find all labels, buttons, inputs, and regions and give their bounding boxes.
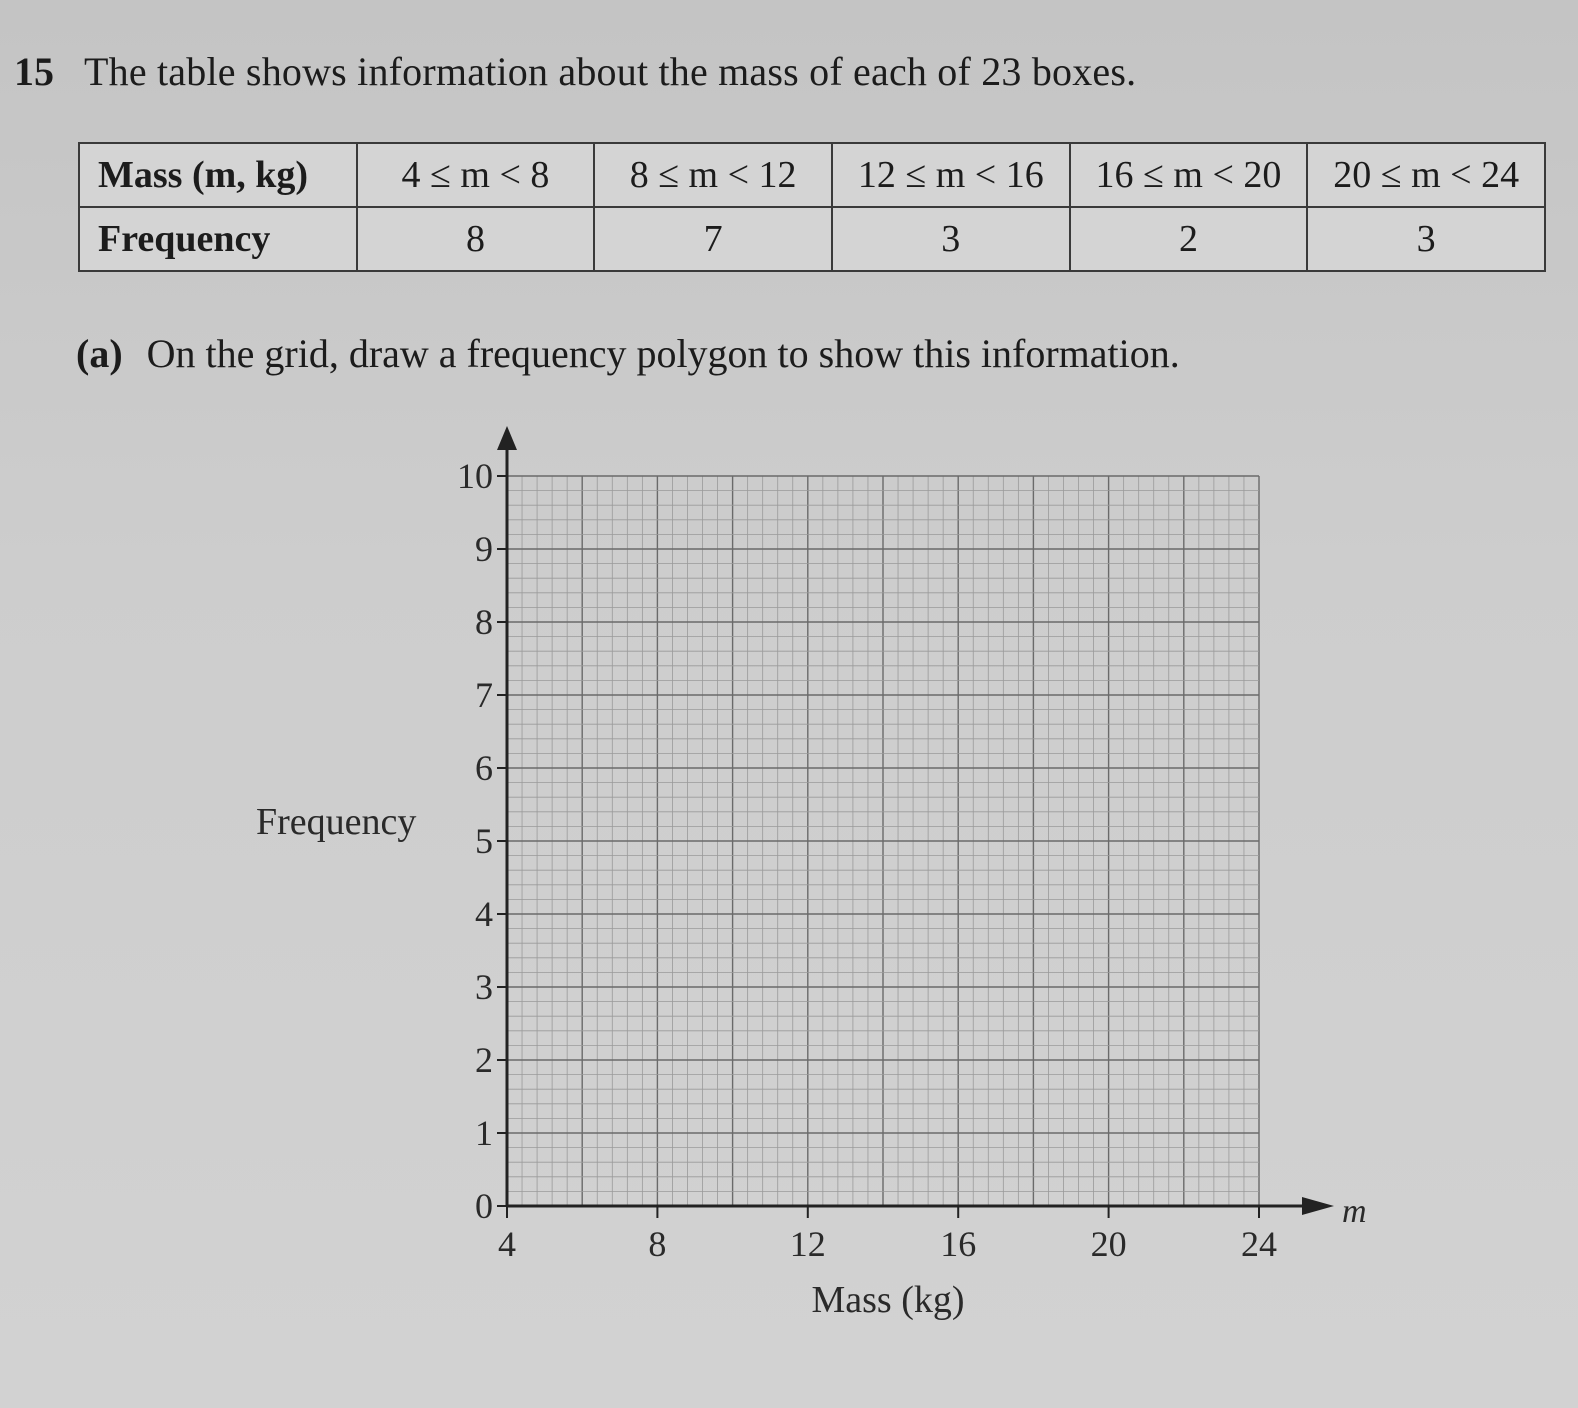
x-axis-arrow-icon: [1302, 1197, 1334, 1215]
grid-lines: [506, 475, 1260, 1207]
x-tick-label: 24: [1241, 1224, 1277, 1264]
x-tick-label: 20: [1091, 1224, 1127, 1264]
y-axis-arrow-icon: [497, 426, 517, 450]
mass-row: Mass (m, kg) 4 ≤ m < 8 8 ≤ m < 12 12 ≤ m…: [78, 142, 1546, 208]
y-tick-label: 3: [475, 967, 493, 1007]
mass-frequency-table: Mass (m, kg) 4 ≤ m < 8 8 ≤ m < 12 12 ≤ m…: [78, 142, 1546, 272]
x-tick-label: 4: [498, 1224, 516, 1264]
frequency-row: Frequency 8 7 3 2 3: [78, 206, 1546, 272]
part-a-label: (a): [76, 331, 123, 376]
mass-row-header: Mass (m, kg): [78, 142, 358, 208]
frequency-cell: 7: [593, 206, 833, 272]
x-axis-label: Mass (kg): [811, 1279, 964, 1321]
part-a-instruction: (a) On the grid, draw a frequency polygo…: [76, 330, 1180, 377]
question-row: 15 The table shows information about the…: [14, 48, 1136, 95]
question-number: 15: [14, 49, 54, 94]
y-tick-label: 6: [475, 748, 493, 788]
class-cell: 8 ≤ m < 12: [593, 142, 833, 208]
question-text: The table shows information about the ma…: [84, 49, 1137, 94]
frequency-row-header: Frequency: [78, 206, 358, 272]
y-tick-label: 0: [475, 1186, 493, 1226]
y-tick-label: 10: [457, 456, 493, 496]
y-tick-label: 1: [475, 1113, 493, 1153]
frequency-cell: 2: [1068, 206, 1309, 272]
x-tick-label: 12: [790, 1224, 826, 1264]
y-axis-label: Frequency: [256, 801, 416, 843]
y-tick-label: 8: [475, 602, 493, 642]
class-cell: 20 ≤ m < 24: [1306, 142, 1546, 208]
y-tick-label: 7: [475, 675, 493, 715]
x-axis-variable: m: [1342, 1193, 1367, 1230]
class-cell: 16 ≤ m < 20: [1068, 142, 1309, 208]
y-tick-label: 4: [475, 894, 493, 934]
frequency-cell: 3: [830, 206, 1071, 272]
frequency-cell: 3: [1306, 206, 1546, 272]
y-tick-label: 5: [475, 821, 493, 861]
y-tick-label: 9: [475, 529, 493, 569]
x-tick-label: 8: [648, 1224, 666, 1264]
part-a-text: On the grid, draw a frequency polygon to…: [146, 331, 1180, 376]
axes: [497, 426, 1334, 1218]
class-cell: 4 ≤ m < 8: [355, 142, 596, 208]
class-cell: 12 ≤ m < 16: [830, 142, 1071, 208]
frequency-cell: 8: [355, 206, 596, 272]
y-tick-label: 2: [475, 1040, 493, 1080]
x-tick-label: 16: [940, 1224, 976, 1264]
